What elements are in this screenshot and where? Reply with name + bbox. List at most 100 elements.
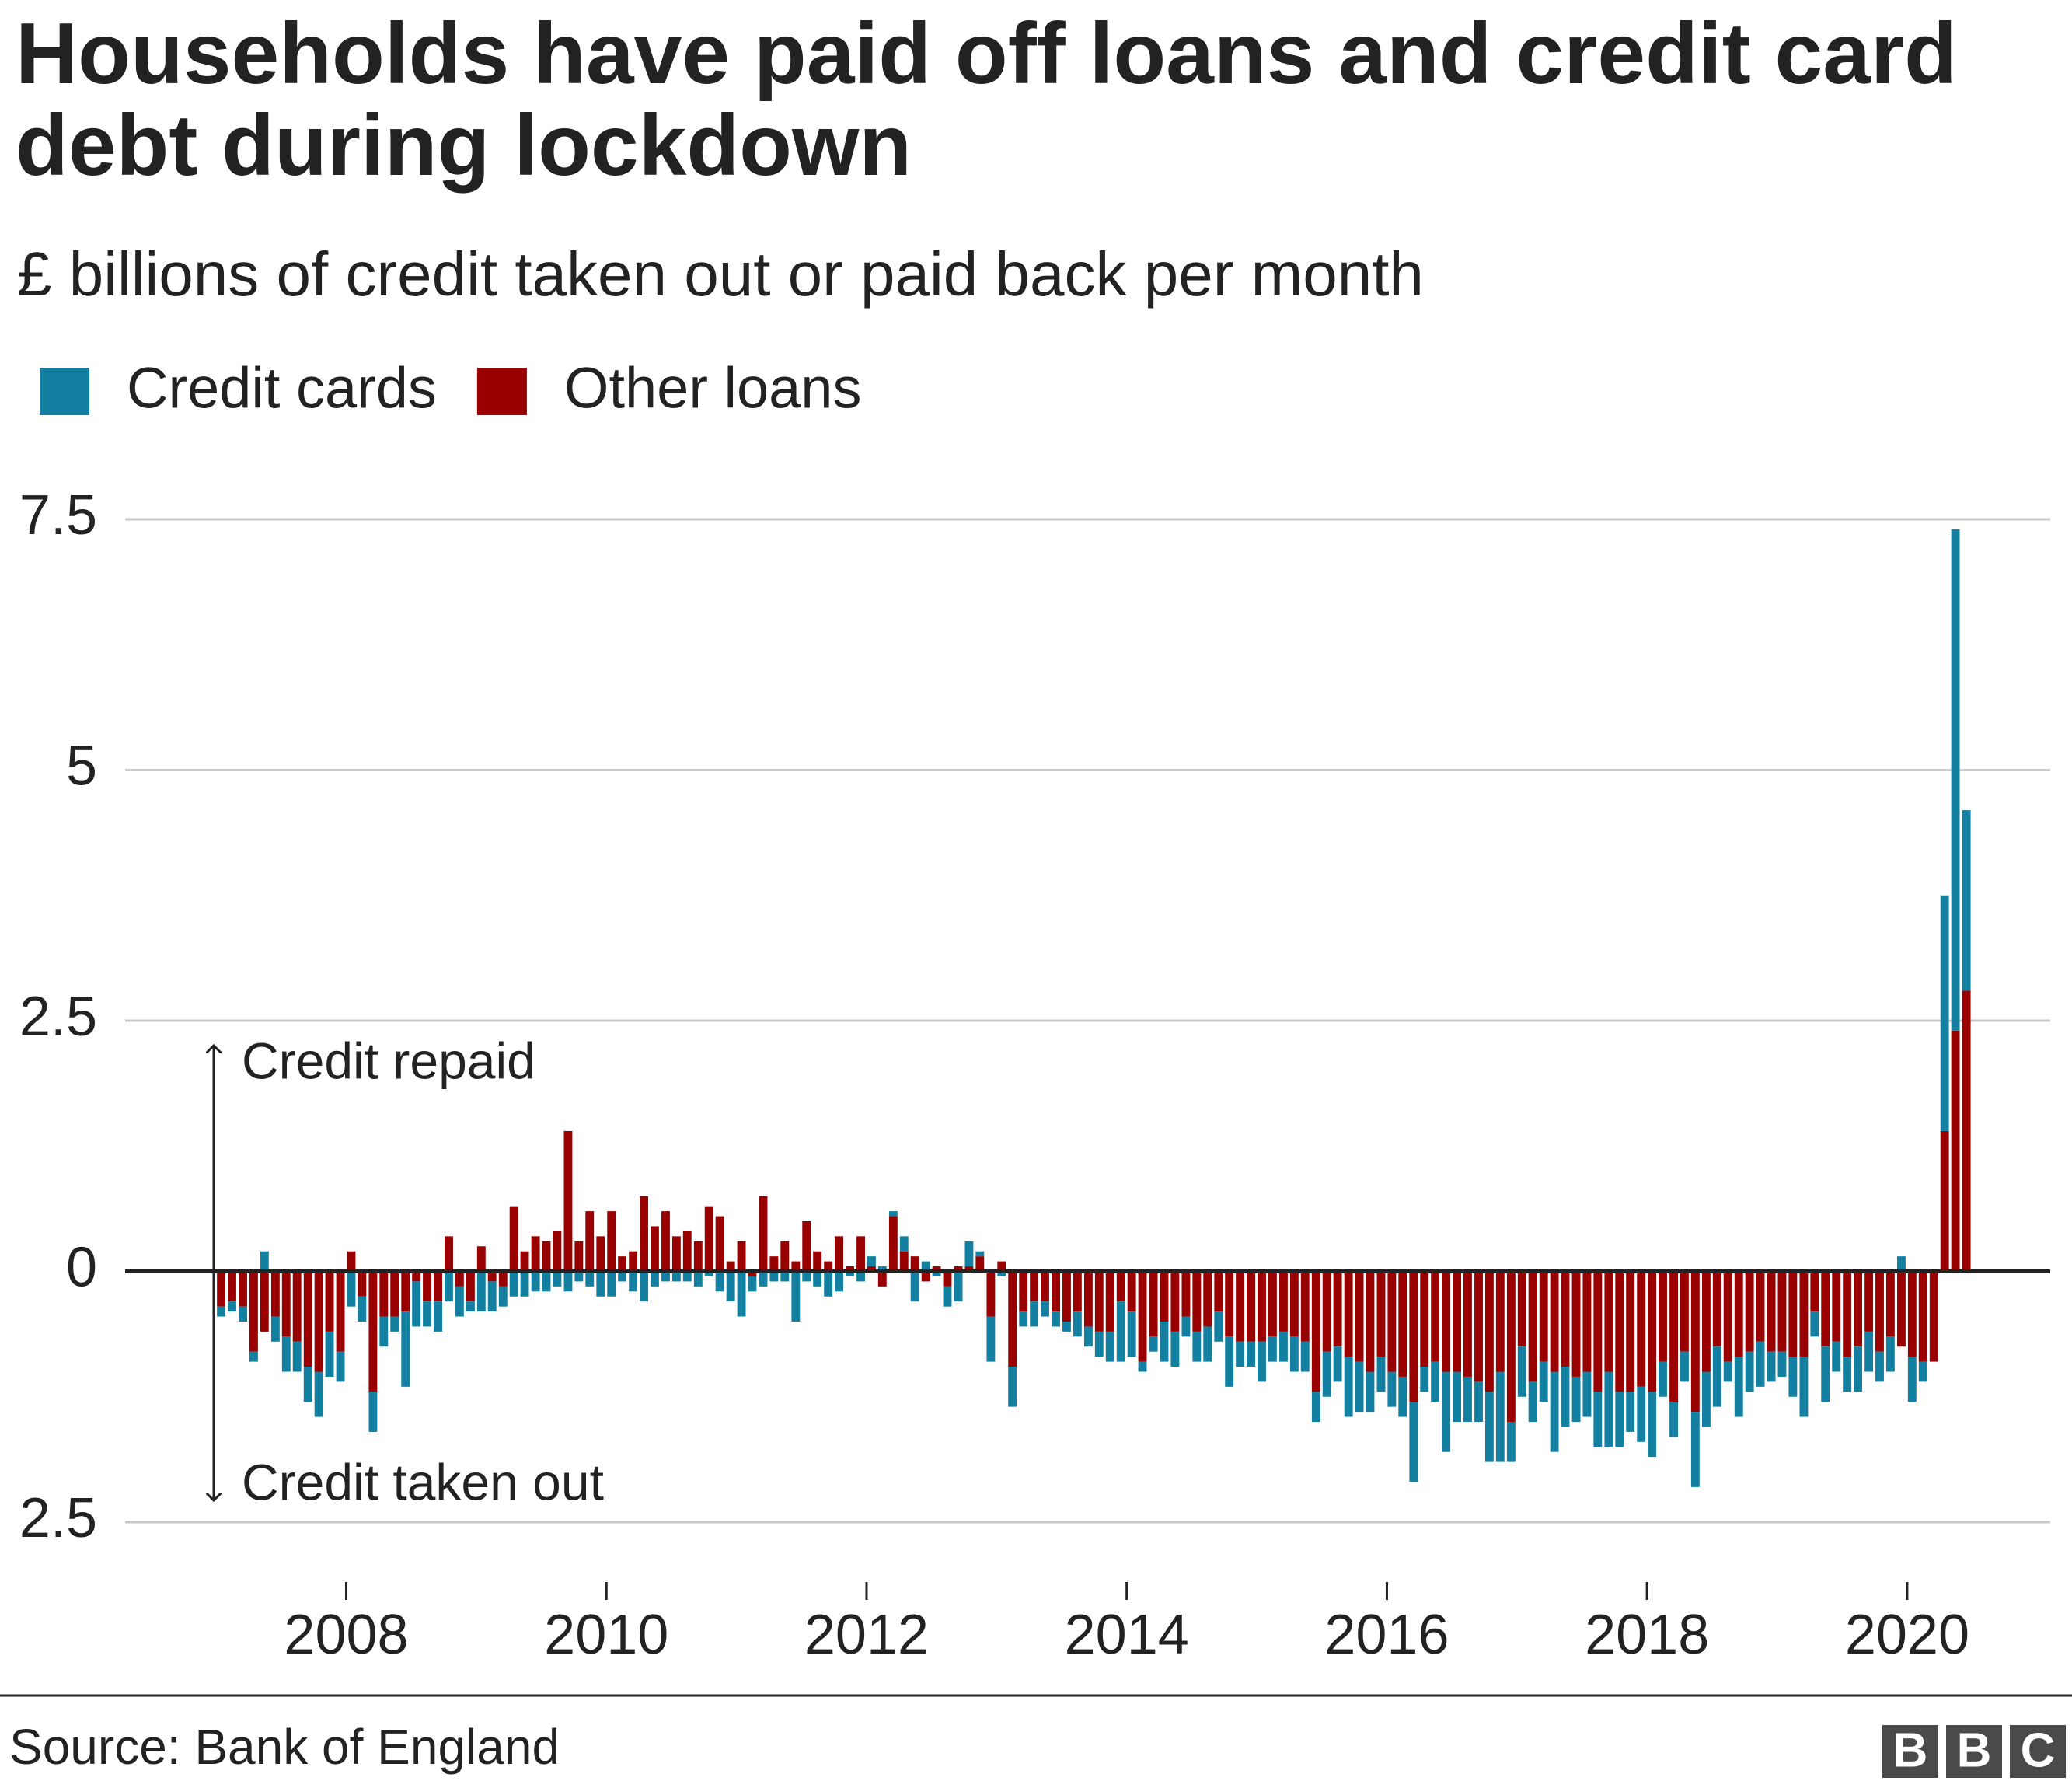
bar-segment bbox=[1203, 1326, 1212, 1362]
annotation: Credit taken out bbox=[242, 1453, 604, 1510]
bar-segment bbox=[1431, 1361, 1440, 1402]
bar-segment bbox=[1116, 1301, 1125, 1362]
bar-segment bbox=[1192, 1331, 1202, 1362]
bar-segment bbox=[1810, 1311, 1819, 1337]
bar-segment bbox=[563, 1271, 573, 1292]
bar-segment bbox=[802, 1221, 811, 1272]
bar-segment bbox=[1160, 1271, 1169, 1322]
bar-segment bbox=[249, 1271, 258, 1352]
bar-segment bbox=[1041, 1301, 1049, 1317]
bar-segment bbox=[336, 1351, 345, 1382]
bar-segment bbox=[585, 1211, 595, 1272]
bar-segment bbox=[1247, 1341, 1256, 1367]
bar-segment bbox=[1940, 1130, 1949, 1272]
bar-segment bbox=[1593, 1271, 1603, 1392]
bar-segment bbox=[1745, 1271, 1754, 1352]
bar-segment bbox=[553, 1231, 562, 1272]
bar-segment bbox=[1474, 1271, 1483, 1382]
bar-segment bbox=[1442, 1371, 1451, 1452]
bar-segment bbox=[1788, 1271, 1798, 1357]
bar-segment bbox=[1615, 1271, 1624, 1392]
bar-segment bbox=[975, 1251, 985, 1257]
bar-segment bbox=[1149, 1271, 1158, 1337]
y-tick-label: 2.5 bbox=[19, 1487, 97, 1549]
bar-segment bbox=[1160, 1322, 1169, 1362]
bar-segment bbox=[228, 1271, 236, 1302]
x-tick-label: 2010 bbox=[544, 1604, 668, 1666]
bar-segment bbox=[824, 1271, 833, 1297]
bar-segment bbox=[358, 1271, 367, 1297]
bar-segment bbox=[1951, 529, 1960, 1031]
bar-segment bbox=[650, 1226, 659, 1272]
bar-segment bbox=[1712, 1271, 1721, 1347]
bar-segment bbox=[618, 1256, 627, 1272]
bar-segment bbox=[1907, 1357, 1917, 1402]
bar-segment bbox=[434, 1271, 443, 1302]
bar-segment bbox=[1582, 1271, 1592, 1372]
bar-segment bbox=[1268, 1336, 1277, 1362]
bar-segment bbox=[368, 1271, 378, 1392]
legend-label: Credit cards bbox=[127, 356, 437, 421]
bar-segment bbox=[455, 1286, 464, 1317]
legend-label: Other loans bbox=[564, 356, 862, 421]
bar-segment bbox=[1214, 1311, 1223, 1342]
bar-segment bbox=[780, 1241, 790, 1272]
chart-subtitle: £ billions of credit taken out or paid b… bbox=[17, 239, 1424, 309]
bar-segment bbox=[303, 1367, 312, 1402]
bar-segment bbox=[1387, 1371, 1397, 1407]
bar-segment bbox=[542, 1241, 551, 1272]
bar-segment bbox=[921, 1261, 930, 1272]
bar-segment bbox=[281, 1271, 291, 1337]
bar-segment bbox=[682, 1231, 692, 1272]
bar-segment bbox=[487, 1271, 497, 1282]
bar-segment bbox=[1561, 1367, 1570, 1427]
bar-segment bbox=[1052, 1311, 1061, 1327]
bar-segment bbox=[520, 1271, 529, 1297]
bar-segment bbox=[1854, 1346, 1862, 1392]
bar-segment bbox=[1094, 1271, 1104, 1332]
bar-segment bbox=[1344, 1271, 1353, 1357]
bar-segment bbox=[314, 1371, 323, 1417]
bar-segment bbox=[1236, 1271, 1245, 1342]
bar-segment bbox=[1355, 1271, 1364, 1362]
bar-segment bbox=[303, 1271, 312, 1367]
bar-segment bbox=[423, 1301, 431, 1327]
bar-segment bbox=[629, 1251, 638, 1272]
bar-segment bbox=[1897, 1256, 1906, 1272]
bar-segment bbox=[487, 1281, 497, 1312]
bar-segment bbox=[1073, 1311, 1082, 1337]
bar-segment bbox=[1734, 1357, 1743, 1417]
bar-segment bbox=[1918, 1271, 1927, 1362]
bar-segment bbox=[1495, 1371, 1505, 1462]
bar-segment bbox=[1398, 1376, 1407, 1417]
bar-segment bbox=[1864, 1271, 1874, 1332]
bar-segment bbox=[1258, 1341, 1266, 1382]
bar-segment bbox=[1561, 1271, 1570, 1367]
bar-segment bbox=[596, 1236, 605, 1272]
bar-segment bbox=[1149, 1336, 1158, 1352]
bar-segment bbox=[1333, 1271, 1342, 1347]
chart-title: Households have paid off loans and credi… bbox=[16, 5, 1957, 194]
bar-segment bbox=[412, 1271, 421, 1282]
bar-segment bbox=[899, 1236, 909, 1252]
logo-letter: B bbox=[1893, 1723, 1928, 1777]
x-tick-label: 2008 bbox=[284, 1604, 408, 1666]
bar-segment bbox=[1094, 1331, 1104, 1357]
bar-segment bbox=[1258, 1271, 1266, 1342]
bar-segment bbox=[1680, 1351, 1689, 1382]
bar-segment bbox=[1539, 1271, 1548, 1362]
bar-segment bbox=[270, 1271, 280, 1317]
bar-segment bbox=[877, 1266, 887, 1272]
bar-segment bbox=[1398, 1271, 1407, 1377]
bar-segment bbox=[1962, 810, 1971, 991]
bar-segment bbox=[1116, 1271, 1125, 1302]
bar-segment bbox=[1571, 1271, 1581, 1377]
bar-segment bbox=[910, 1256, 919, 1272]
bar-segment bbox=[1648, 1392, 1657, 1458]
bar-segment bbox=[1659, 1271, 1667, 1362]
bar-segment bbox=[1409, 1402, 1418, 1482]
bar-segment bbox=[682, 1271, 692, 1282]
bar-segment bbox=[1929, 1271, 1938, 1362]
bar-segment bbox=[1637, 1386, 1646, 1442]
bar-segment bbox=[759, 1271, 768, 1287]
